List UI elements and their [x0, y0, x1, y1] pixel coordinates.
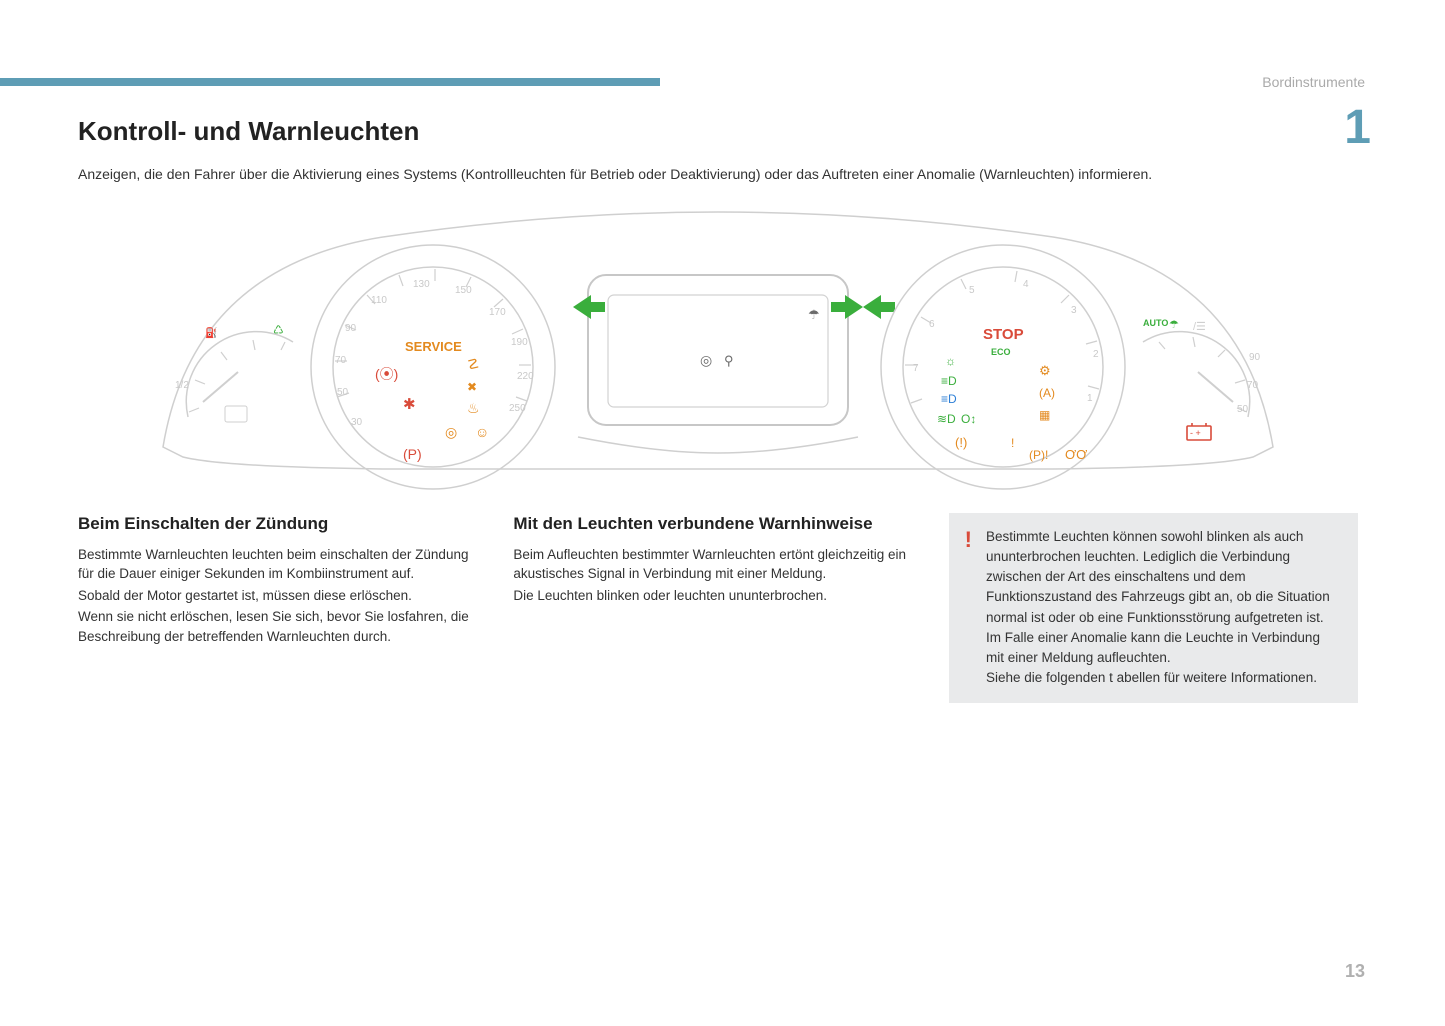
column-right: ! Bestimmte Leuchten können sowohl blink…: [949, 513, 1358, 703]
svg-text:220: 220: [517, 371, 534, 382]
info-text: Bestimmte Leuchten können sowohl blinken…: [986, 527, 1340, 689]
column-left: Beim Einschalten der Zündung Bestimmte W…: [78, 513, 487, 649]
auto-label: AUTO: [1143, 318, 1168, 328]
airbag-off-icon: ✖: [467, 380, 477, 394]
svg-text:⛽: ⛽: [205, 326, 217, 339]
page-content: Kontroll- und Warnleuchten Anzeigen, die…: [78, 116, 1358, 703]
abs-icon: (A): [1039, 386, 1055, 400]
svg-text:50: 50: [337, 387, 349, 398]
fogfront-icon: ≋D: [937, 412, 956, 426]
engine-icon: ⚙: [1039, 363, 1051, 378]
esp-icon: ☡: [467, 356, 480, 372]
service2-icon: ▦: [1039, 408, 1050, 422]
warning-icon: !: [1011, 436, 1014, 450]
middle-p1: Beim Aufleuchten bestimmter Warnleuchten…: [513, 545, 922, 584]
header-accent-bar: [0, 78, 660, 86]
eco-leaf-icon: ♺: [273, 323, 284, 337]
info-box: ! Bestimmte Leuchten können sowohl blink…: [949, 513, 1358, 703]
tirepressure-icon: (!): [955, 435, 967, 450]
steering-icon: ◎: [445, 424, 457, 440]
page-title: Kontroll- und Warnleuchten: [78, 116, 1358, 147]
svg-text:3: 3: [1071, 305, 1077, 316]
svg-text:4: 4: [1023, 279, 1029, 290]
limit-screen-icon: ⚲: [724, 353, 734, 368]
svg-text:170: 170: [489, 307, 506, 318]
svg-text:30: 30: [351, 417, 363, 428]
parking-brake-icon: (P): [403, 446, 422, 462]
highbeam-icon: ≡D: [941, 392, 957, 406]
svg-text:6: 6: [929, 319, 935, 330]
dashboard-figure: 1/2 ♺ ⛽: [153, 197, 1283, 497]
daylight-icon: ☼: [945, 354, 956, 368]
intro-paragraph: Anzeigen, die den Fahrer über die Aktivi…: [78, 165, 1358, 185]
eco-label: ECO: [991, 347, 1011, 357]
lowbeam-icon: ≡D: [941, 374, 957, 388]
svg-text:5: 5: [969, 285, 975, 296]
left-turn-arrow-icon: [573, 295, 605, 319]
svg-text:50: 50: [1237, 404, 1249, 415]
svg-text:150: 150: [455, 285, 472, 296]
exclamation-icon: !: [965, 529, 972, 551]
svg-text:90: 90: [345, 323, 357, 334]
svg-text:7: 7: [913, 363, 919, 374]
svg-text:110: 110: [371, 295, 387, 306]
left-p3: Wenn sie nicht erlöschen, lesen Sie sich…: [78, 607, 487, 646]
fuel-half-label: 1/2: [175, 380, 189, 391]
rearfog-icon: ƠƠ: [1065, 447, 1087, 462]
passenger-icon: ☺: [475, 424, 489, 440]
steering-screen-icon: ◎: [700, 352, 712, 368]
wiper-screen-icon: ☂: [808, 307, 820, 322]
left-p2: Sobald der Motor gestartet ist, müssen d…: [78, 586, 487, 606]
brake-warning-icon: (⦿): [375, 366, 398, 382]
header-section-label: Bordinstrumente: [1262, 74, 1365, 90]
hold-icon: O↕: [961, 412, 976, 426]
stop-label: STOP: [983, 326, 1024, 343]
svg-text:130: 130: [413, 279, 430, 290]
svg-text:1: 1: [1087, 393, 1093, 404]
svg-text:70: 70: [1247, 380, 1259, 391]
parking2-icon: (P)!: [1029, 448, 1048, 462]
middle-p2: Die Leuchten blinken oder leuchten ununt…: [513, 586, 922, 606]
svg-text:70: 70: [335, 355, 347, 366]
wipe2-icon: /☰: [1193, 321, 1206, 333]
text-columns: Beim Einschalten der Zündung Bestimmte W…: [78, 513, 1358, 703]
autowipe-icon: ☂: [1169, 319, 1179, 331]
svg-text:2: 2: [1093, 349, 1099, 360]
engine-temp-icon: ♨: [467, 400, 480, 416]
svg-text:250: 250: [509, 403, 526, 414]
battery-icon: - +: [1187, 423, 1211, 440]
page-number: 13: [1345, 961, 1365, 982]
service-label: SERVICE: [405, 339, 462, 354]
left-heading: Beim Einschalten der Zündung: [78, 513, 487, 535]
dashboard-svg: 1/2 ♺ ⛽: [153, 197, 1283, 497]
svg-text:190: 190: [511, 337, 528, 348]
right-turn-arrow-icon: [863, 295, 895, 319]
svg-text:- +: - +: [1190, 428, 1201, 438]
middle-heading: Mit den Leuchten verbundene Warnhinweise: [513, 513, 922, 535]
svg-text:90: 90: [1249, 352, 1261, 363]
seatbelt-icon: ✱: [403, 396, 416, 413]
column-middle: Mit den Leuchten verbundene Warnhinweise…: [513, 513, 922, 608]
left-p1: Bestimmte Warnleuchten leuchten beim ein…: [78, 545, 487, 584]
